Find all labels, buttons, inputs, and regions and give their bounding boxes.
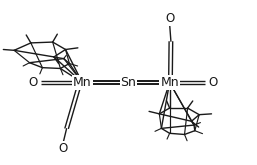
- Text: Mn: Mn: [73, 76, 91, 89]
- Text: Mn: Mn: [160, 76, 179, 89]
- Text: Sn: Sn: [121, 76, 136, 89]
- Text: O: O: [28, 76, 37, 89]
- Text: O: O: [208, 76, 217, 89]
- Text: O: O: [165, 13, 174, 25]
- Text: O: O: [58, 142, 68, 155]
